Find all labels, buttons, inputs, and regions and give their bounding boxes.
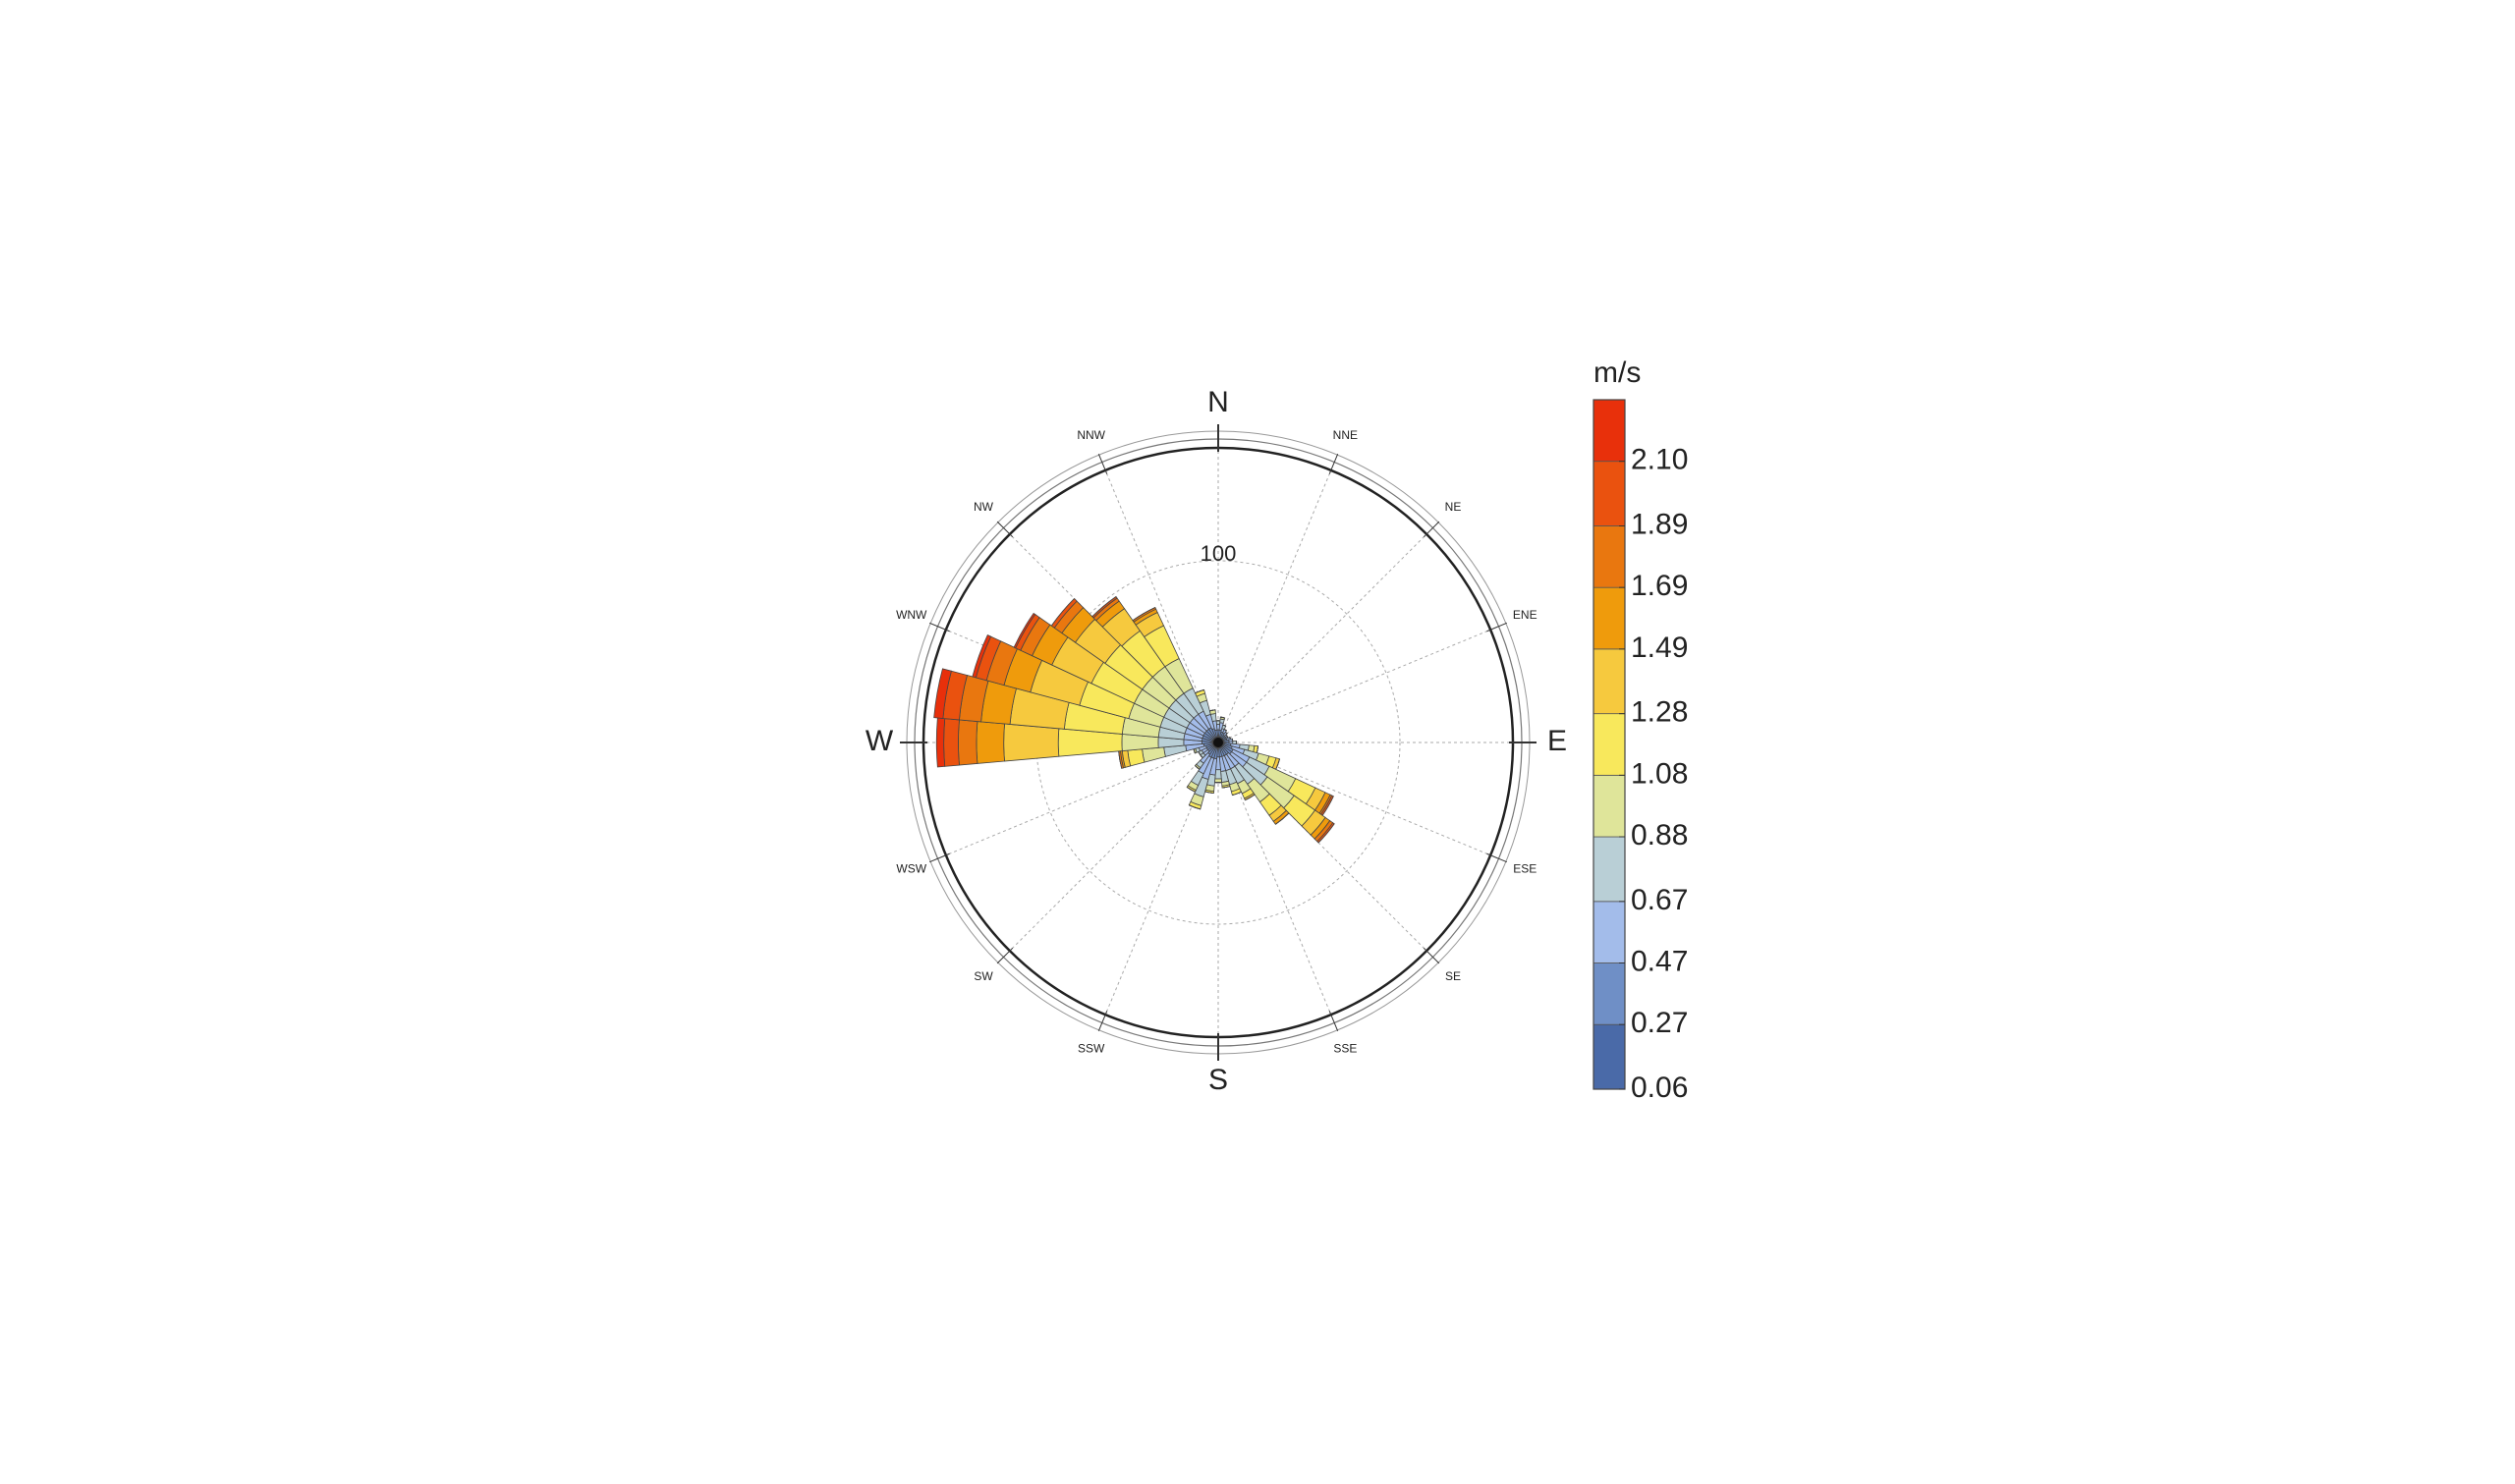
direction-label: SSE [1333,1041,1357,1055]
wind-segment [976,721,1005,764]
grid-circle [1035,560,1401,925]
colorbar-tick-label: 1.28 [1631,696,1688,729]
direction-tick [1328,454,1339,474]
colorbar-frame [1593,399,1626,1090]
wind-segment [935,717,946,768]
wind-segment [943,718,960,767]
colorbar-band [1593,962,1626,1025]
colorbar-tick-label: 2.10 [1631,444,1688,476]
spoke [1217,469,1332,743]
direction-tick [996,521,1014,538]
colorbar-tick-label: 1.08 [1631,757,1688,790]
colorbar-band [1593,525,1626,588]
direction-label: S [1208,1064,1228,1096]
direction-label: ESE [1513,862,1537,876]
direction-label: SE [1445,969,1461,983]
wind-segment [933,668,952,719]
colorbar-band [1593,901,1626,963]
wind-segment [972,634,992,679]
direction-tick [1486,852,1507,863]
colorbar-title: m/s [1593,357,1641,389]
colorbar-band [1593,586,1626,650]
colorbar-tick-label: 0.88 [1631,819,1688,852]
wind-segment [1186,787,1196,793]
direction-tick [1423,521,1440,538]
direction-label: WSW [896,862,926,876]
direction-label: E [1547,725,1567,757]
colorbar-tick-label: 0.06 [1631,1072,1688,1104]
colorbar-tick-label: 0.47 [1631,945,1688,977]
direction-tick [929,622,950,632]
colorbar-tick-label: 1.69 [1631,570,1688,602]
r-tick-label: 100 [1201,541,1237,566]
colorbar-band [1593,461,1626,526]
colorbar-band [1593,1023,1626,1090]
direction-tick [1328,1011,1339,1031]
colorbar-band [1593,774,1626,838]
direction-label: N [1207,386,1229,418]
direction-tick [1423,947,1440,964]
direction-tick [929,852,950,863]
wind-segment [1013,612,1036,649]
direction-tick [1097,1011,1108,1031]
direction-label: NNW [1077,428,1105,442]
spoke [1009,742,1219,952]
wind-segment [1220,716,1225,719]
colorbar-band [1593,836,1626,903]
wind-segment [958,719,978,766]
colorbar-tick-label: 0.27 [1631,1007,1688,1039]
direction-tick [996,947,1014,964]
direction-label: WNW [896,608,927,622]
direction-label: SW [974,969,993,983]
colorbar-tick-label: 1.49 [1631,632,1688,664]
colorbar-band [1593,648,1626,715]
spoke [945,742,1219,856]
colorbar-band [1593,713,1626,776]
wind-segment [1142,746,1166,763]
colorbar-band [1593,399,1626,463]
direction-label: ENE [1513,608,1537,622]
wind-segment [1003,723,1060,762]
wind-segment [1317,823,1335,844]
wind-segment [1214,778,1222,784]
direction-label: NNE [1333,428,1358,442]
direction-tick [1486,622,1507,632]
direction-label: NW [974,500,994,514]
colorbar-tick-label: 0.67 [1631,884,1688,916]
direction-label: W [866,725,894,757]
direction-label: NE [1445,500,1462,514]
center-dot [1213,738,1223,747]
wind-segment [1127,748,1146,767]
spoke [1217,533,1427,743]
direction-tick [1097,454,1108,474]
colorbar-tick-label: 1.89 [1631,508,1688,540]
direction-label: SSW [1078,1041,1105,1055]
wind-segment [1091,596,1117,618]
spoke [1217,629,1491,743]
